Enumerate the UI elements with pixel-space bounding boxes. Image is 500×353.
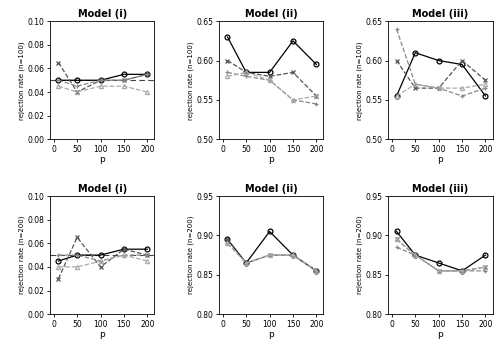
Title: Model (ii): Model (ii) <box>245 184 298 194</box>
Title: Model (i): Model (i) <box>78 184 127 194</box>
X-axis label: p: p <box>100 155 105 164</box>
X-axis label: p: p <box>268 330 274 339</box>
Y-axis label: rejection rate (n=200): rejection rate (n=200) <box>18 216 25 294</box>
Title: Model (iii): Model (iii) <box>412 184 469 194</box>
Y-axis label: rejection rate (n=100): rejection rate (n=100) <box>187 41 194 120</box>
X-axis label: p: p <box>438 155 443 164</box>
Y-axis label: rejection rate (n=100): rejection rate (n=100) <box>356 41 363 120</box>
Title: Model (i): Model (i) <box>78 9 127 19</box>
Y-axis label: rejection rate (n=200): rejection rate (n=200) <box>187 216 194 294</box>
Y-axis label: rejection rate (n=200): rejection rate (n=200) <box>356 216 363 294</box>
Y-axis label: rejection rate (n=100): rejection rate (n=100) <box>18 41 25 120</box>
X-axis label: p: p <box>438 330 443 339</box>
X-axis label: p: p <box>268 155 274 164</box>
Title: Model (iii): Model (iii) <box>412 9 469 19</box>
Title: Model (ii): Model (ii) <box>245 9 298 19</box>
X-axis label: p: p <box>100 330 105 339</box>
